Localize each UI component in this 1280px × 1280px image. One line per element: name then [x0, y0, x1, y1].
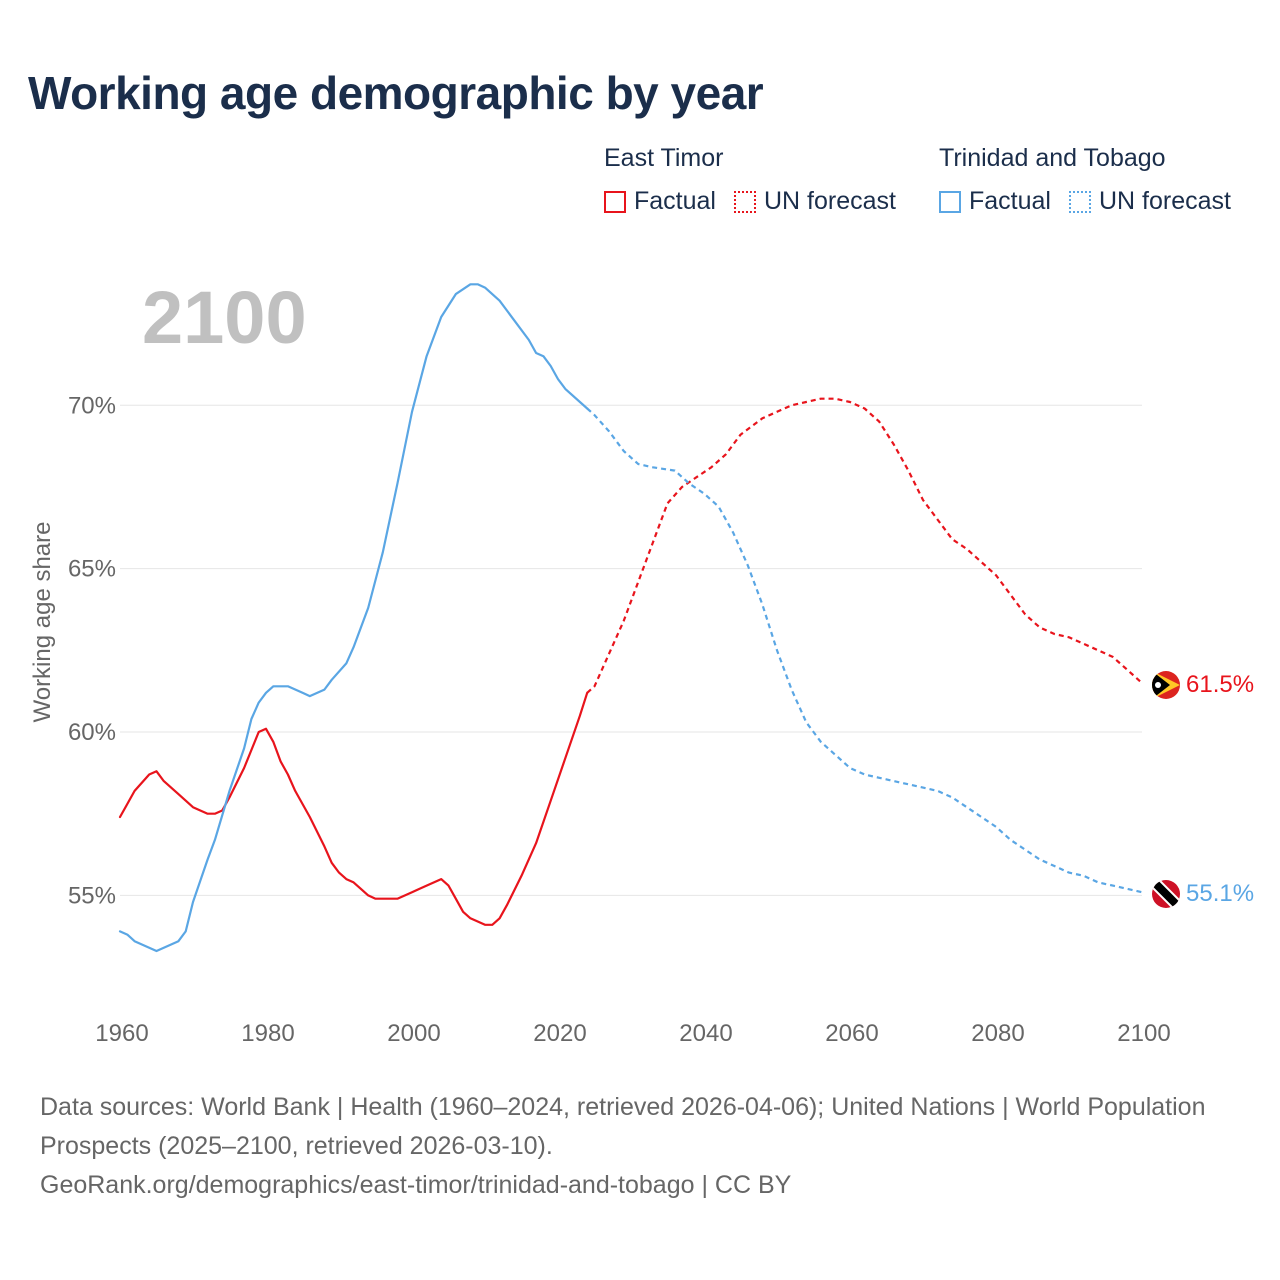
- legend-forecast-swatch[interactable]: [1068, 190, 1091, 213]
- east-timor-end-label: 61.5%: [1186, 671, 1254, 698]
- y-tick-label: 60%: [68, 719, 116, 746]
- year-overlay: 2100: [142, 276, 307, 359]
- legend-group-name: East Timor: [604, 144, 724, 172]
- x-tick-label: 2080: [971, 1020, 1024, 1047]
- east-timor-flag-icon: [1152, 671, 1180, 699]
- y-tick-label: 70%: [68, 392, 116, 419]
- legend-factual-label[interactable]: Factual: [969, 187, 1051, 215]
- x-tick-label: 2040: [679, 1020, 732, 1047]
- east-timor-forecast-line[interactable]: [586, 397, 1143, 694]
- trinidad-and-tobago-factual-line[interactable]: [118, 283, 589, 953]
- trinidad-and-tobago-forecast-line[interactable]: [586, 407, 1143, 894]
- x-tick-label: 2020: [533, 1020, 586, 1047]
- legend-forecast-swatch[interactable]: [733, 190, 756, 213]
- legend-forecast-label[interactable]: UN forecast: [763, 187, 896, 215]
- trinidad-and-tobago-end-label: 55.1%: [1186, 880, 1254, 907]
- east-timor-factual-line[interactable]: [118, 691, 589, 926]
- y-tick-label: 65%: [68, 556, 116, 583]
- legend-factual-label[interactable]: Factual: [634, 187, 716, 215]
- legend-factual-swatch[interactable]: [604, 190, 626, 213]
- x-tick-label: 2060: [825, 1020, 878, 1047]
- x-tick-label: 2000: [387, 1020, 440, 1047]
- chart-title: Working age demographic by year: [28, 67, 764, 119]
- data-sources: Data sources: World Bank | Health (1960–…: [40, 1088, 1220, 1205]
- legend-forecast-label[interactable]: UN forecast: [1098, 187, 1231, 215]
- line-chart: 2100 55% 60% 65% 70% 1960 1980 2000 2020 2040 20…: [29, 276, 1254, 1047]
- x-tick-label: 1960: [95, 1020, 148, 1047]
- x-tick-label: 2100: [1117, 1020, 1170, 1047]
- sources-line-1: Data sources: World Bank | Health (1960–…: [40, 1093, 1206, 1160]
- legend-group-east-timor: East Timor Factual UN forecast: [604, 144, 896, 216]
- sources-line-2[interactable]: GeoRank.org/demographics/east-timor/trin…: [40, 1171, 792, 1199]
- y-tick-label: 55%: [68, 882, 116, 909]
- legend-group-name: Trinidad and Tobago: [939, 144, 1166, 172]
- x-tick-label: 1980: [241, 1020, 294, 1047]
- trinidad-and-tobago-flag-icon: [1152, 880, 1180, 908]
- legend-factual-swatch[interactable]: [939, 190, 961, 213]
- y-axis-label: Working age share: [29, 522, 56, 723]
- legend-group-trinidad-and-tobago: Trinidad and Tobago Factual UN forecast: [939, 144, 1231, 216]
